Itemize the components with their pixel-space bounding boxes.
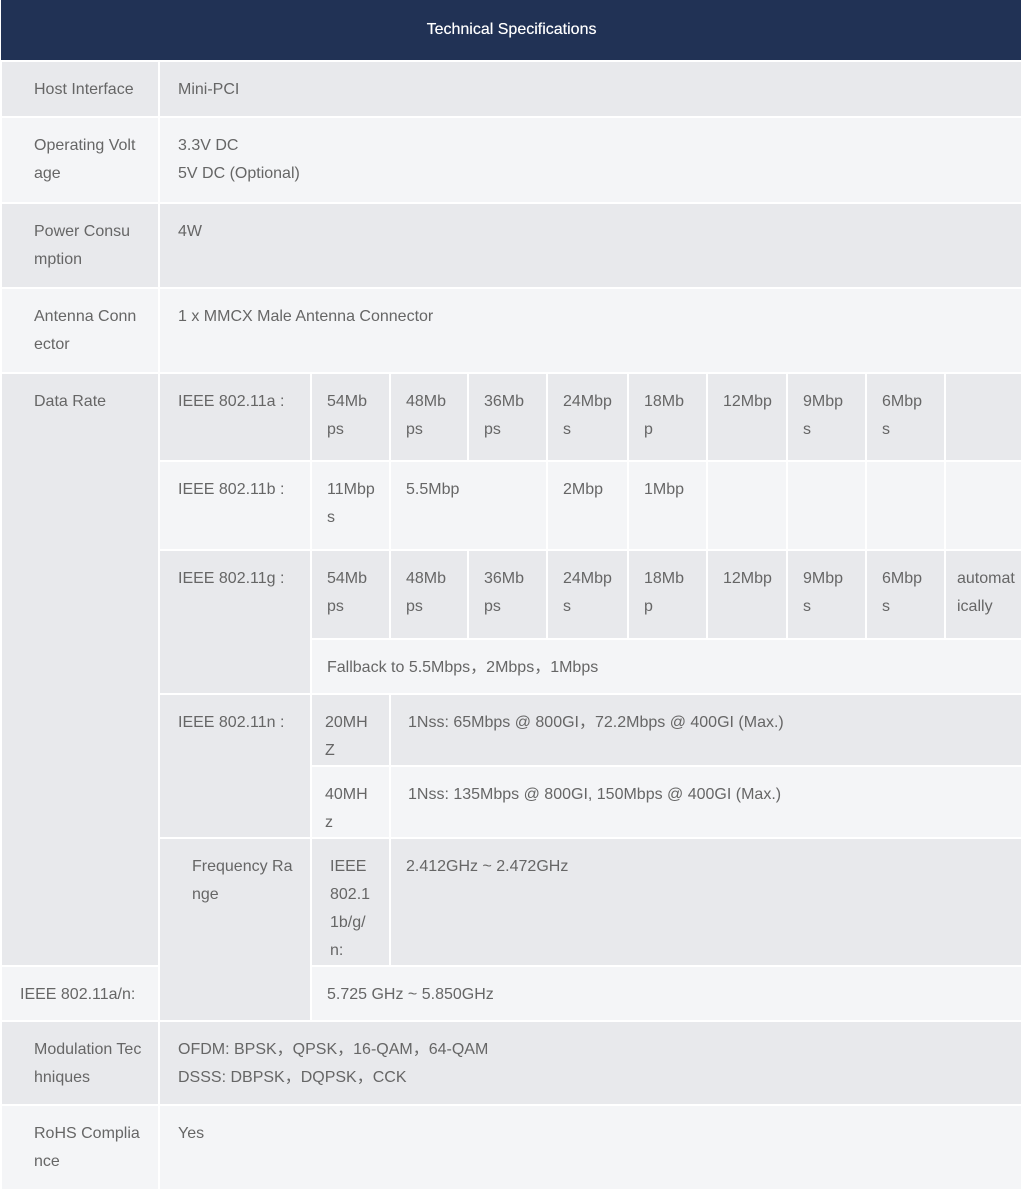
modulation-line: DSSS: DBPSK，DQPSK，CCK [178, 1069, 407, 1086]
rate-cell: 2Mbp [546, 460, 629, 551]
spec-value: OFDM: BPSK，QPSK，16-QAM，64-QAM DSSS: DBPSK… [157, 1020, 1021, 1106]
spec-label: RoHS Compliance [0, 1104, 160, 1191]
rate-cell: 9Mbps [786, 372, 867, 462]
rate-cell: 11Mbps [310, 460, 391, 551]
row-frequency-an: IEEE 802.11a/n: 5.725 GHz ~ 5.850GHz [0, 965, 1021, 1022]
row-frequency-bgn: Frequency Range IEEE802.11b/g/n: 2.412GH… [1, 837, 1021, 1022]
rate-cell: 18Mbp [627, 372, 708, 462]
row-data-rate-g-fallback: Fallback to 5.5Mbps，2Mbps，1Mbps [1, 638, 1021, 695]
spec-label: Power Consumption [0, 202, 160, 289]
spec-label: Data Rate [0, 372, 160, 967]
rate-cell: 18Mbp [627, 549, 708, 640]
rate-cell: 24Mbps [546, 372, 629, 462]
empty-cell [706, 460, 788, 551]
spec-value: 4W [157, 202, 1021, 289]
rate-cell: 48Mbps [389, 372, 469, 462]
standard-label: IEEE 802.11a/n: [0, 965, 160, 1022]
standard-label: IEEE802.11b/g/n: [310, 837, 391, 967]
rate-cell: 48Mbps [389, 549, 469, 640]
rate-cell: 6Mbps [865, 549, 946, 640]
rate-detail: 1Nss: 135Mbps @ 800GI, 150Mbps @ 400GI (… [388, 765, 1021, 839]
row-data-rate-a: Data Rate IEEE 802.11a : 54Mbps 48Mbps 3… [0, 372, 1021, 967]
voltage-line: 5V DC (Optional) [178, 165, 300, 182]
rate-detail: 1Nss: 65Mbps @ 800GI，72.2Mbps @ 400GI (M… [388, 693, 1021, 767]
rate-cell: 9Mbps [786, 549, 867, 640]
spec-value: 1 x MMCX Male Antenna Connector [157, 287, 1021, 374]
empty-cell [786, 460, 867, 551]
empty-cell [865, 460, 946, 551]
row-power-consumption: Power Consumption 4W [0, 202, 1021, 289]
spec-value: Yes [157, 1104, 1021, 1191]
standard-label: IEEE 802.11n : [158, 693, 312, 839]
rate-cell [943, 372, 1021, 462]
row-rohs: RoHS Compliance Yes [0, 1104, 1021, 1191]
row-modulation: Modulation Techniques OFDM: BPSK，QPSK，16… [0, 1020, 1021, 1106]
rate-cell: 12Mbp [706, 372, 788, 462]
table-title: Technical Specifications [1, 0, 1021, 62]
spec-label: Modulation Techniques [0, 1020, 160, 1106]
rate-cell: 5.5Mbp [389, 460, 548, 551]
rate-cell: 36Mbps [467, 549, 548, 640]
frequency-value: 2.412GHz ~ 2.472GHz [388, 837, 1021, 967]
bandwidth-cell: 20MHZ [310, 693, 391, 767]
row-host-interface: Host Interface Mini-PCI [0, 60, 1021, 118]
rate-cell: 36Mbps [467, 372, 548, 462]
rate-cell: 6Mbps [865, 372, 946, 462]
spec-label: Operating Voltage [0, 116, 160, 204]
spec-value: 3.3V DC 5V DC (Optional) [157, 116, 1021, 204]
fallback-text: Fallback to 5.5Mbps，2Mbps，1Mbps [309, 638, 1021, 695]
row-operating-voltage: Operating Voltage 3.3V DC 5V DC (Optional… [0, 116, 1021, 204]
rate-cell: 24Mbps [546, 549, 629, 640]
spec-value: Mini-PCI [157, 60, 1021, 118]
rate-cell: 54Mbps [310, 549, 391, 640]
modulation-line: OFDM: BPSK，QPSK，16-QAM，64-QAM [178, 1041, 489, 1058]
frequency-value: 5.725 GHz ~ 5.850GHz [309, 965, 1021, 1022]
voltage-line: 3.3V DC [178, 137, 239, 154]
standard-label: IEEE 802.11g : [158, 549, 312, 695]
spec-label: Frequency Range [158, 837, 312, 1022]
rate-cell: 1Mbp [627, 460, 708, 551]
rate-cell: 54Mbps [310, 372, 391, 462]
spec-label: Host Interface [0, 60, 160, 118]
standard-label: IEEE 802.11b : [158, 460, 312, 551]
spec-label: Antenna Connector [0, 287, 160, 374]
row-data-rate-n-20: IEEE 802.11n : 20MHZ 1Nss: 65Mbps @ 800G… [1, 693, 1021, 839]
standard-label: IEEE 802.11a : [158, 372, 312, 462]
row-data-rate-g: IEEE 802.11g : 54Mbps 48Mbps 36Mbps 24Mb… [1, 549, 1021, 695]
row-data-rate-b: IEEE 802.11b : 11Mbps 5.5Mbp 2Mbp 1Mbp [1, 460, 1021, 551]
rate-cell: automatically [943, 549, 1021, 640]
row-antenna-connector: Antenna Connector 1 x MMCX Male Antenna … [0, 287, 1021, 374]
bandwidth-cell: 40MHz [310, 765, 391, 839]
rate-cell: 12Mbp [706, 549, 788, 640]
empty-cell [943, 460, 1021, 551]
